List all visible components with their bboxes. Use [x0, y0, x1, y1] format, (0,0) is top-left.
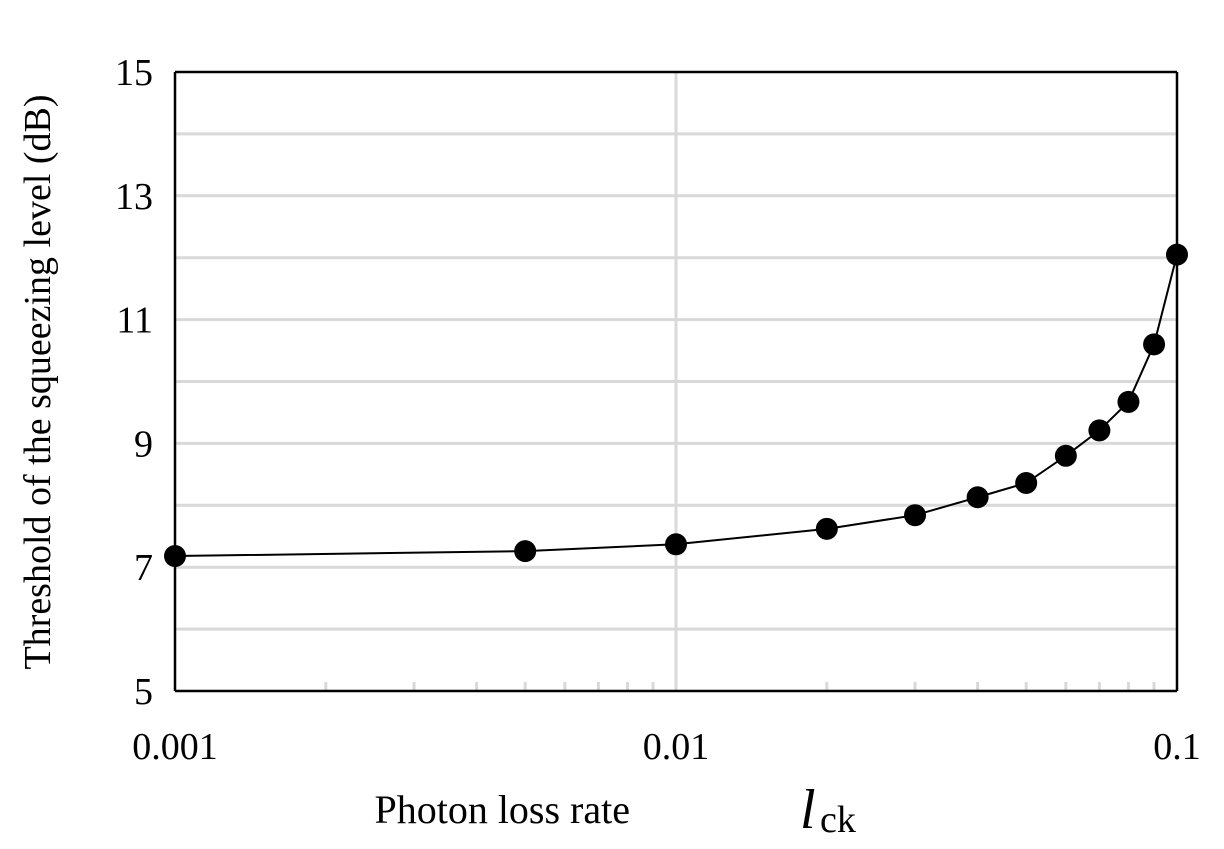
x-axis-label: Photon loss rate: [374, 787, 630, 832]
y-tick-label: 5: [134, 671, 153, 713]
data-point: [904, 504, 927, 527]
data-point: [966, 486, 989, 509]
data-point: [815, 517, 838, 540]
data-point: [1166, 243, 1188, 266]
data-point: [1015, 472, 1038, 495]
x-axis-label-symbol: l: [800, 779, 816, 841]
y-tick-label: 13: [115, 176, 153, 218]
y-tick-label: 15: [115, 52, 153, 94]
tick-labels: 5 7 9 11 13 15 0.001 0.01 0.1: [115, 52, 1201, 768]
y-tick-label: 9: [134, 423, 153, 465]
y-tick-label: 7: [134, 547, 153, 589]
x-tick-label: 0.01: [643, 726, 710, 768]
y-axis-label: Threshold of the squeezing level (dB): [17, 94, 59, 669]
data-point: [1117, 390, 1140, 413]
grid: [175, 72, 1177, 691]
data-point: [514, 540, 537, 563]
data-point: [1143, 333, 1166, 356]
series: [164, 243, 1188, 568]
axes: [173, 70, 1179, 693]
data-point: [1088, 419, 1111, 442]
y-tick-label: 11: [116, 300, 153, 342]
data-point: [164, 545, 186, 568]
x-tick-label: 0.001: [132, 726, 218, 768]
x-tick-label: 0.1: [1153, 726, 1201, 768]
data-point: [1054, 444, 1077, 467]
data-point: [665, 533, 687, 556]
x-axis-label-subscript: ck: [820, 799, 856, 841]
